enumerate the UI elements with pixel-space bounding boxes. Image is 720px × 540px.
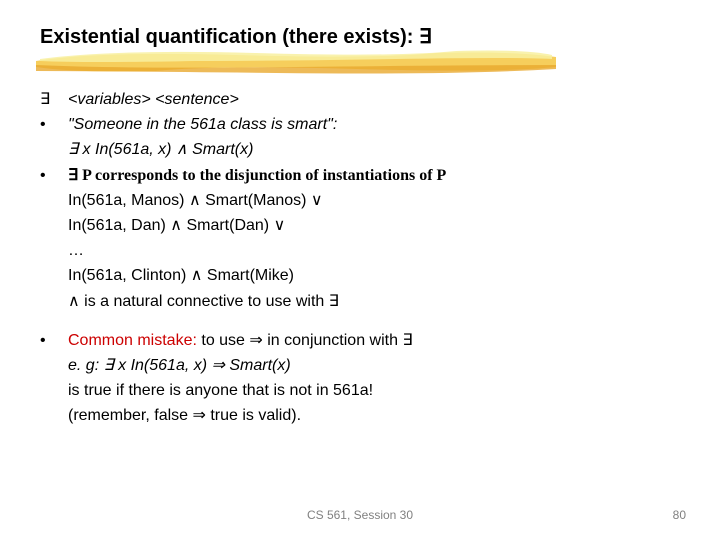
exists-bullet: ∃ [40, 88, 68, 111]
ellipsis: … [68, 239, 680, 262]
inst-last: In(561a, Clinton) ∧ Smart(Mike) [68, 264, 680, 287]
example-fol: ∃ x In(561a, x) ∧ Smart(x) [68, 138, 680, 161]
line-inst-1: In(561a, Manos) ∧ Smart(Manos) ∨ [40, 189, 680, 212]
line-example-english: • "Someone in the 561a class is smart": [40, 113, 680, 136]
inst-1: In(561a, Manos) ∧ Smart(Manos) ∨ [68, 189, 680, 212]
slide-title: Existential quantification (there exists… [40, 24, 680, 49]
common-mistake-rest: to use ⇒ in conjunction with ∃ [197, 332, 413, 349]
variables-token: <variables> [68, 91, 151, 108]
title-underline [36, 47, 556, 77]
line-disjunction-heading: • ∃ P corresponds to the disjunction of … [40, 164, 680, 187]
line-mistake-explain-1: is true if there is anyone that is not i… [40, 379, 680, 402]
slide-footer: CS 561, Session 30 [0, 508, 720, 522]
natural-connective: ∧ is a natural connective to use with ∃ [68, 290, 680, 313]
disjunction-heading: ∃ P corresponds to the disjunction of in… [68, 164, 680, 187]
common-mistake-label: Common mistake: [68, 332, 197, 349]
page-number: 80 [673, 508, 686, 522]
line-mistake-eg: e. g: ∃ x In(561a, x) ⇒ Smart(x) [40, 354, 680, 377]
slide-body: ∃ <variables> <sentence> • "Someone in t… [40, 88, 680, 427]
mistake-explain-2: (remember, false ⇒ true is valid). [68, 404, 680, 427]
bullet-icon: • [40, 164, 68, 187]
line-syntax: ∃ <variables> <sentence> [40, 88, 680, 111]
bullet-icon: • [40, 113, 68, 136]
line-inst-2: In(561a, Dan) ∧ Smart(Dan) ∨ [40, 214, 680, 237]
mistake-explain-1: is true if there is anyone that is not i… [68, 379, 680, 402]
line-mistake-explain-2: (remember, false ⇒ true is valid). [40, 404, 680, 427]
bullet-icon: • [40, 329, 68, 352]
line-natural-connective: ∧ is a natural connective to use with ∃ [40, 290, 680, 313]
line-common-mistake: • Common mistake: to use ⇒ in conjunctio… [40, 329, 680, 352]
sentence-token: <sentence> [155, 91, 239, 108]
inst-2: In(561a, Dan) ∧ Smart(Dan) ∨ [68, 214, 680, 237]
line-ellipsis: … [40, 239, 680, 262]
line-example-fol: ∃ x In(561a, x) ∧ Smart(x) [40, 138, 680, 161]
line-inst-last: In(561a, Clinton) ∧ Smart(Mike) [40, 264, 680, 287]
example-english: "Someone in the 561a class is smart": [68, 113, 680, 136]
slide: Existential quantification (there exists… [0, 0, 720, 540]
mistake-eg: e. g: ∃ x In(561a, x) ⇒ Smart(x) [68, 354, 680, 377]
